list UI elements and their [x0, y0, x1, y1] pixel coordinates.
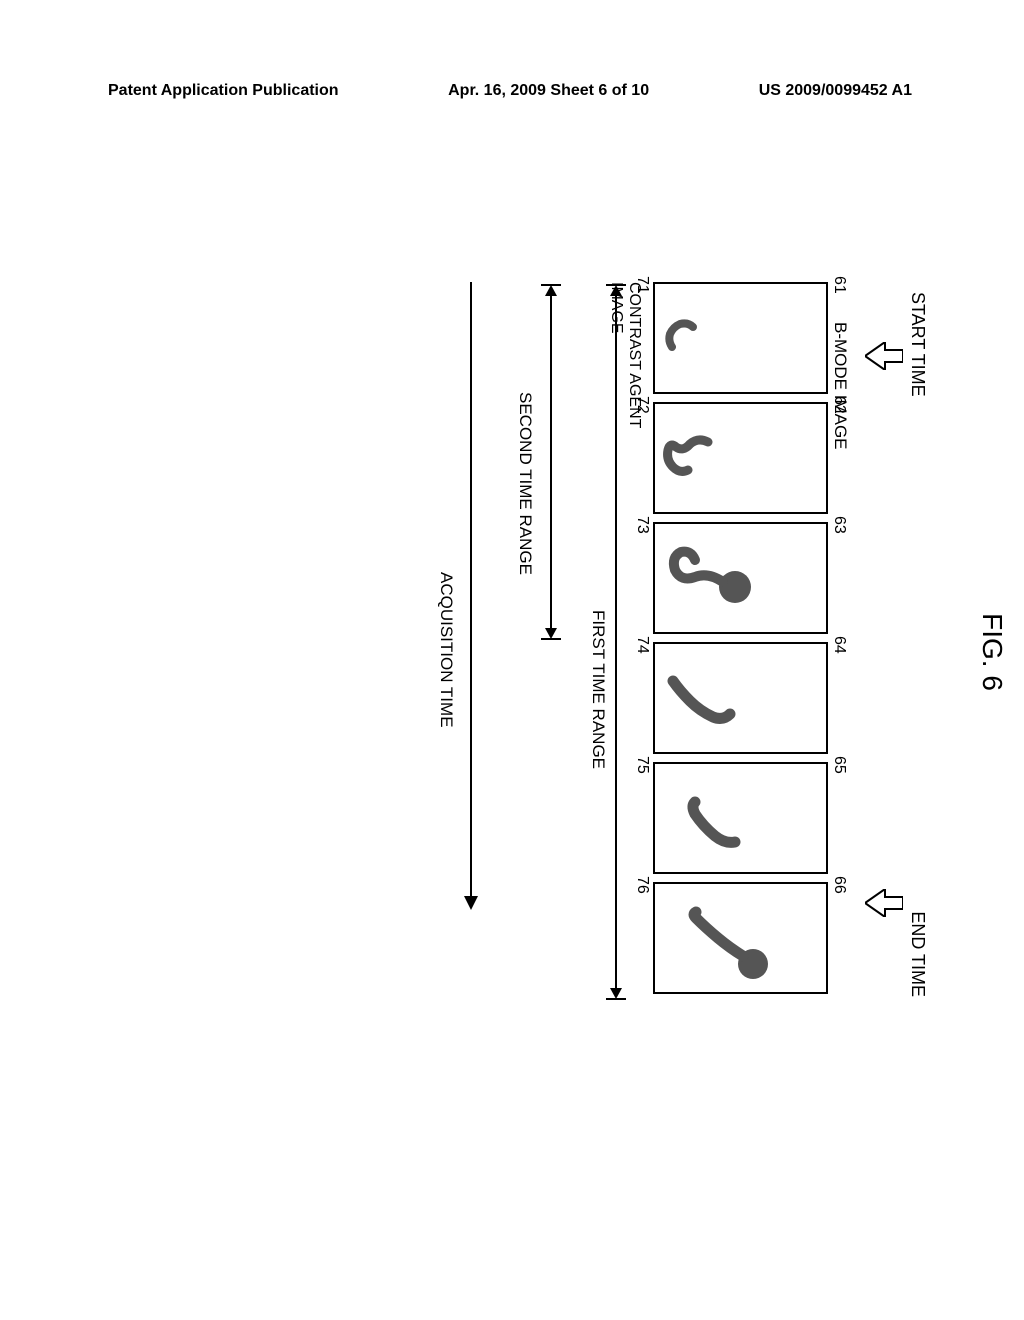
agent-shape-1 — [663, 319, 698, 354]
header-left: Patent Application Publication — [108, 82, 339, 100]
frame-65: 65 75 — [653, 762, 828, 874]
second-range-arrow — [538, 282, 563, 642]
agent-shape-4 — [663, 669, 738, 734]
frame-num-63: 63 — [830, 516, 848, 534]
frame-num-62: 62 — [830, 396, 848, 414]
frame-num-65: 65 — [830, 756, 848, 774]
agent-shape-5 — [683, 794, 743, 854]
agent-shape-6 — [683, 906, 768, 981]
frame-num-61: 61 — [830, 276, 848, 294]
header-center: Apr. 16, 2009 Sheet 6 of 10 — [448, 82, 649, 100]
acquisition-label: ACQUISITION TIME — [436, 572, 456, 728]
frame-num-74: 74 — [633, 636, 651, 654]
frame-62: 62 72 — [653, 402, 828, 514]
bmode-label: B-MODE IMAGE — [830, 322, 850, 450]
start-arrow-icon — [865, 342, 903, 370]
figure-label: FIG. 6 — [976, 613, 1008, 691]
figure-6-diagram: FIG. 6 START TIME END TIME B-MODE IMAGE … — [0, 312, 953, 992]
end-time-label: END TIME — [907, 911, 928, 997]
frame-num-66: 66 — [830, 876, 848, 894]
frame-num-76: 76 — [633, 876, 651, 894]
agent-shape-2 — [663, 432, 718, 487]
frame-63: 63 73 — [653, 522, 828, 634]
frames-row: 61 71 62 72 63 73 64 74 — [653, 282, 828, 994]
page-header: Patent Application Publication Apr. 16, … — [0, 82, 1024, 100]
frame-66: 66 76 — [653, 882, 828, 994]
second-range-label: SECOND TIME RANGE — [515, 392, 535, 575]
header-right: US 2009/0099452 A1 — [759, 82, 912, 100]
frame-61: 61 71 — [653, 282, 828, 394]
first-range-label: FIRST TIME RANGE — [588, 610, 608, 769]
frame-64: 64 74 — [653, 642, 828, 754]
start-time-label: START TIME — [907, 292, 928, 397]
end-arrow-icon — [865, 889, 903, 917]
frame-num-64: 64 — [830, 636, 848, 654]
frame-num-73: 73 — [633, 516, 651, 534]
agent-shape-3 — [663, 542, 753, 617]
acquisition-arrow — [458, 282, 483, 912]
frame-num-75: 75 — [633, 756, 651, 774]
